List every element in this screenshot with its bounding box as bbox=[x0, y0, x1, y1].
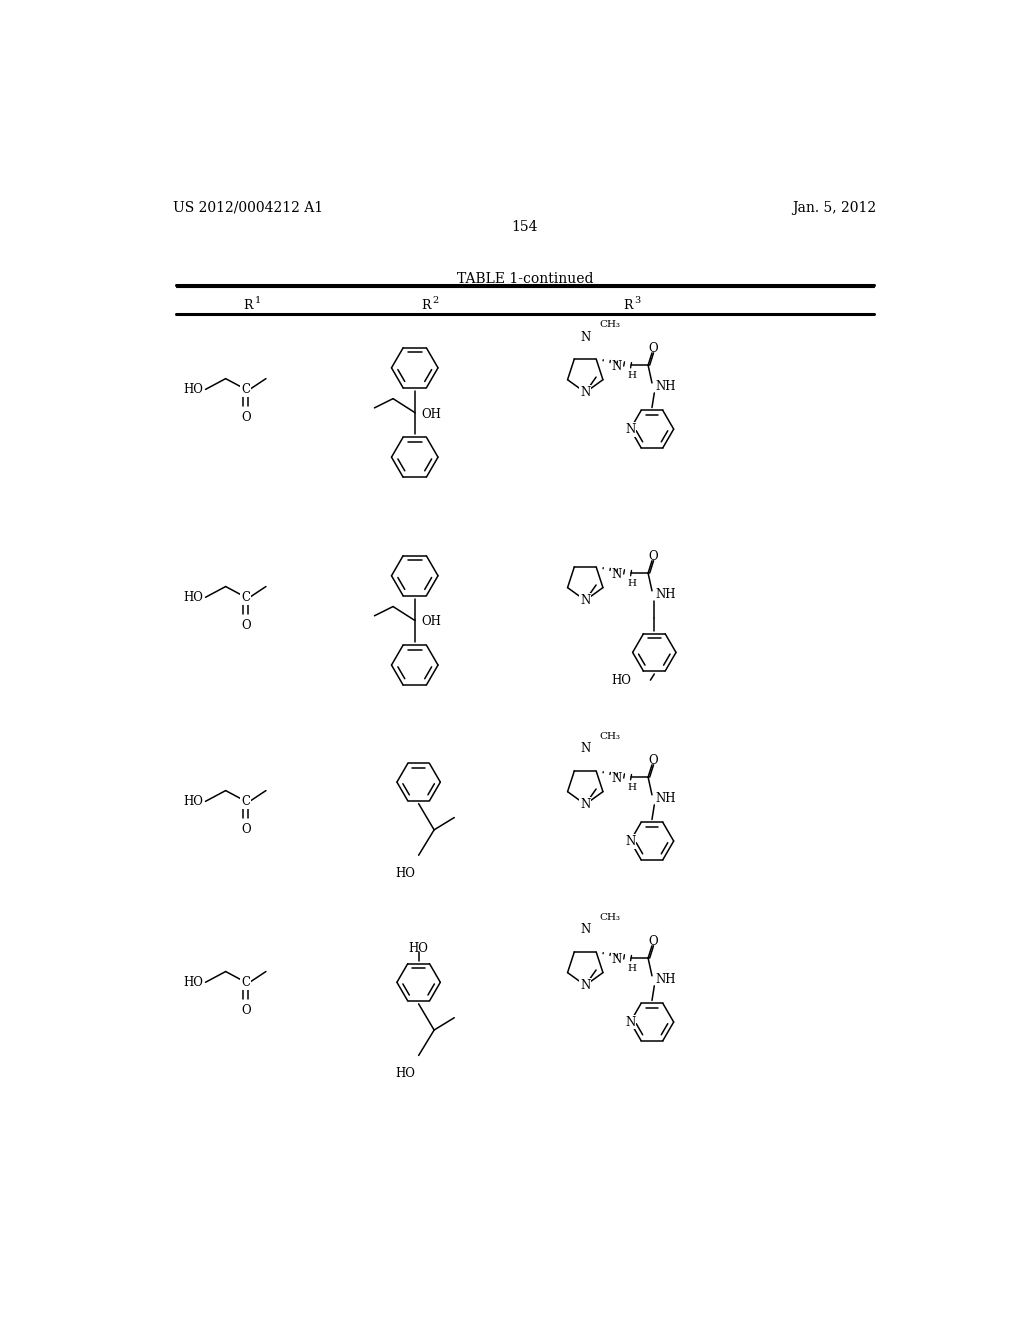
Text: N: N bbox=[611, 772, 622, 785]
Text: N: N bbox=[626, 834, 636, 847]
Text: NH: NH bbox=[655, 380, 677, 393]
Text: HO: HO bbox=[183, 383, 203, 396]
Text: US 2012/0004212 A1: US 2012/0004212 A1 bbox=[173, 201, 324, 215]
Text: O: O bbox=[648, 935, 657, 948]
Text: Jan. 5, 2012: Jan. 5, 2012 bbox=[793, 201, 877, 215]
Text: N: N bbox=[581, 797, 591, 810]
Text: TABLE 1-continued: TABLE 1-continued bbox=[457, 272, 593, 286]
Text: O: O bbox=[241, 411, 251, 424]
Text: 1: 1 bbox=[254, 296, 260, 305]
Text: C: C bbox=[242, 975, 250, 989]
Text: N: N bbox=[581, 594, 591, 607]
Text: H: H bbox=[627, 371, 636, 380]
Text: HO: HO bbox=[183, 975, 203, 989]
Text: N: N bbox=[581, 979, 591, 991]
Text: CH₃: CH₃ bbox=[599, 913, 621, 923]
Text: N: N bbox=[611, 568, 622, 581]
Text: O: O bbox=[241, 822, 251, 836]
Text: O: O bbox=[241, 619, 251, 632]
Text: N: N bbox=[611, 360, 622, 374]
Text: HO: HO bbox=[183, 795, 203, 808]
Text: 2: 2 bbox=[432, 296, 439, 305]
Text: O: O bbox=[648, 342, 657, 355]
Text: N: N bbox=[626, 422, 636, 436]
Text: 3: 3 bbox=[634, 296, 640, 305]
Text: N: N bbox=[581, 924, 591, 936]
Text: CH₃: CH₃ bbox=[599, 321, 621, 329]
Text: C: C bbox=[242, 591, 250, 603]
Text: H: H bbox=[627, 579, 636, 589]
Text: NH: NH bbox=[655, 589, 677, 601]
Text: HO: HO bbox=[409, 942, 429, 954]
Text: R: R bbox=[244, 300, 253, 313]
Text: C: C bbox=[242, 795, 250, 808]
Text: N: N bbox=[611, 953, 622, 966]
Text: NH: NH bbox=[655, 973, 677, 986]
Text: HO: HO bbox=[395, 867, 415, 880]
Text: N: N bbox=[581, 330, 591, 343]
Text: HO: HO bbox=[611, 673, 631, 686]
Text: O: O bbox=[648, 549, 657, 562]
Text: R: R bbox=[422, 300, 431, 313]
Text: NH: NH bbox=[655, 792, 677, 805]
Text: N: N bbox=[581, 742, 591, 755]
Text: C: C bbox=[242, 383, 250, 396]
Text: HO: HO bbox=[395, 1067, 415, 1080]
Text: O: O bbox=[648, 754, 657, 767]
Text: O: O bbox=[241, 1003, 251, 1016]
Text: H: H bbox=[627, 783, 636, 792]
Text: R: R bbox=[624, 300, 633, 313]
Text: H: H bbox=[627, 965, 636, 973]
Text: N: N bbox=[581, 385, 591, 399]
Text: OH: OH bbox=[421, 615, 440, 628]
Text: HO: HO bbox=[183, 591, 203, 603]
Text: OH: OH bbox=[421, 408, 440, 421]
Text: N: N bbox=[626, 1015, 636, 1028]
Text: CH₃: CH₃ bbox=[599, 733, 621, 741]
Text: 154: 154 bbox=[512, 220, 538, 234]
